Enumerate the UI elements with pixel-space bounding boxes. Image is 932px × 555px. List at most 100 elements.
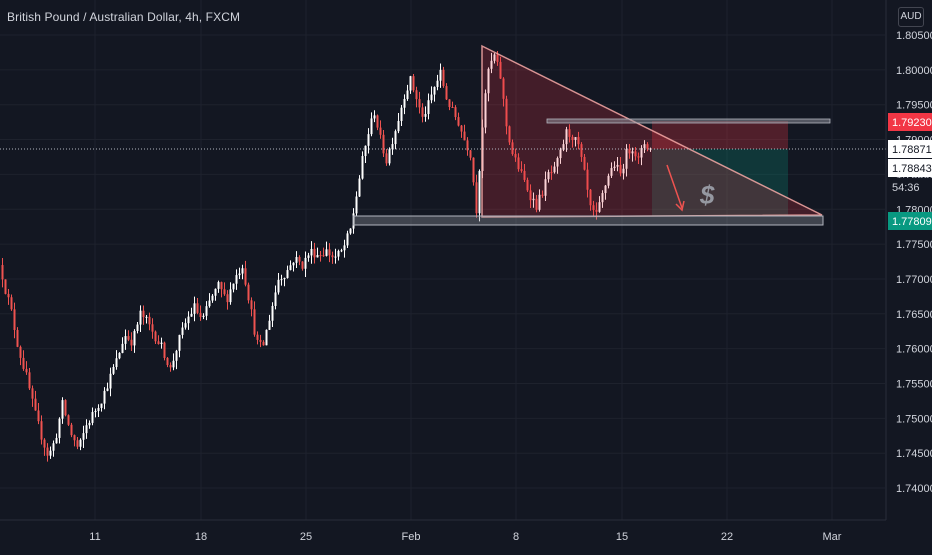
candle (166, 357, 169, 368)
candle-body (73, 435, 76, 441)
candle (463, 124, 466, 141)
candle-body (580, 144, 583, 157)
current-price-tag-text: 1.78871 (892, 144, 932, 156)
candle-body (325, 249, 328, 256)
candle (79, 438, 82, 451)
candle-body (394, 131, 397, 145)
candle-body (4, 279, 7, 294)
candle (427, 93, 430, 120)
candle (1, 258, 4, 288)
candle-body (307, 255, 310, 258)
candle (10, 294, 13, 311)
candle (472, 157, 475, 186)
drawings: $ (0, 44, 886, 226)
candle (373, 110, 376, 123)
candle (211, 294, 214, 303)
candle-body (226, 294, 229, 303)
candle (586, 162, 589, 198)
candle (601, 190, 604, 208)
candle-body (304, 257, 307, 269)
candle-body (154, 331, 157, 342)
candle-body (310, 248, 313, 256)
candle (379, 120, 382, 139)
candle-body (319, 255, 322, 257)
candle (337, 249, 340, 261)
candle (397, 112, 400, 134)
candle (265, 329, 268, 346)
price-tick-label: 1.75500 (896, 379, 932, 391)
candle (160, 337, 163, 349)
candle (376, 114, 379, 131)
candle (214, 288, 217, 301)
candle (454, 105, 457, 121)
bid-price-tag-bg (888, 159, 932, 177)
candle-body (301, 261, 304, 269)
candle-body (397, 120, 400, 132)
candle-body (607, 175, 610, 186)
candle-body (145, 316, 148, 318)
candle (436, 74, 439, 91)
candle-body (460, 125, 463, 132)
candle-body (568, 129, 571, 137)
candle-body (205, 306, 208, 316)
candle (34, 390, 37, 411)
candle (442, 66, 445, 88)
candle (631, 147, 634, 162)
position-zones (652, 121, 788, 216)
candle-body (454, 107, 457, 118)
current-price-tag: 1.78871 (888, 140, 932, 158)
candle (199, 305, 202, 321)
candle (577, 131, 580, 150)
candle-body (472, 157, 475, 183)
candle (316, 247, 319, 258)
candle-body (124, 336, 127, 344)
candle (628, 144, 631, 159)
candle (235, 269, 238, 290)
candle-body (340, 250, 343, 252)
candle-body (97, 407, 100, 411)
candle-body (34, 398, 37, 411)
candle-body (166, 357, 169, 366)
price-labels: 1.79230 1.78871 1.78843 54:36 1.77809 (888, 113, 932, 230)
candle (301, 261, 304, 271)
candle-body (412, 76, 415, 91)
candle (490, 52, 493, 74)
candle (127, 330, 130, 342)
candle (475, 174, 478, 218)
time-tick-label: 8 (513, 531, 519, 543)
chart-title: British Pound / Australian Dollar, 4h, F… (7, 10, 241, 24)
candle (625, 144, 628, 177)
candle-body (190, 313, 193, 317)
candle (241, 264, 244, 280)
candle-body (643, 144, 646, 149)
candle-body (463, 131, 466, 141)
candle (478, 169, 481, 222)
candle (277, 273, 280, 295)
candle-body (169, 365, 172, 368)
candle-body (613, 166, 616, 169)
candle-body (496, 54, 499, 62)
candle-body (439, 69, 442, 81)
candle-body (199, 312, 202, 317)
currency-badge[interactable]: AUD (898, 7, 924, 27)
candle (250, 297, 253, 317)
candle (370, 112, 373, 137)
candle-body (574, 137, 577, 140)
candle (262, 340, 265, 346)
bid-price-tag-text: 1.78843 (892, 163, 932, 175)
candle (520, 161, 523, 173)
candle-body (142, 310, 145, 318)
candle (76, 436, 79, 450)
candle (406, 84, 409, 101)
candle-body (247, 284, 250, 301)
candle (502, 77, 505, 107)
candle-body (550, 172, 553, 174)
candle-body (10, 297, 13, 310)
candle (409, 75, 412, 94)
candle-body (400, 107, 403, 121)
candle (298, 255, 301, 266)
candle (43, 438, 46, 456)
candle-body (382, 134, 385, 154)
